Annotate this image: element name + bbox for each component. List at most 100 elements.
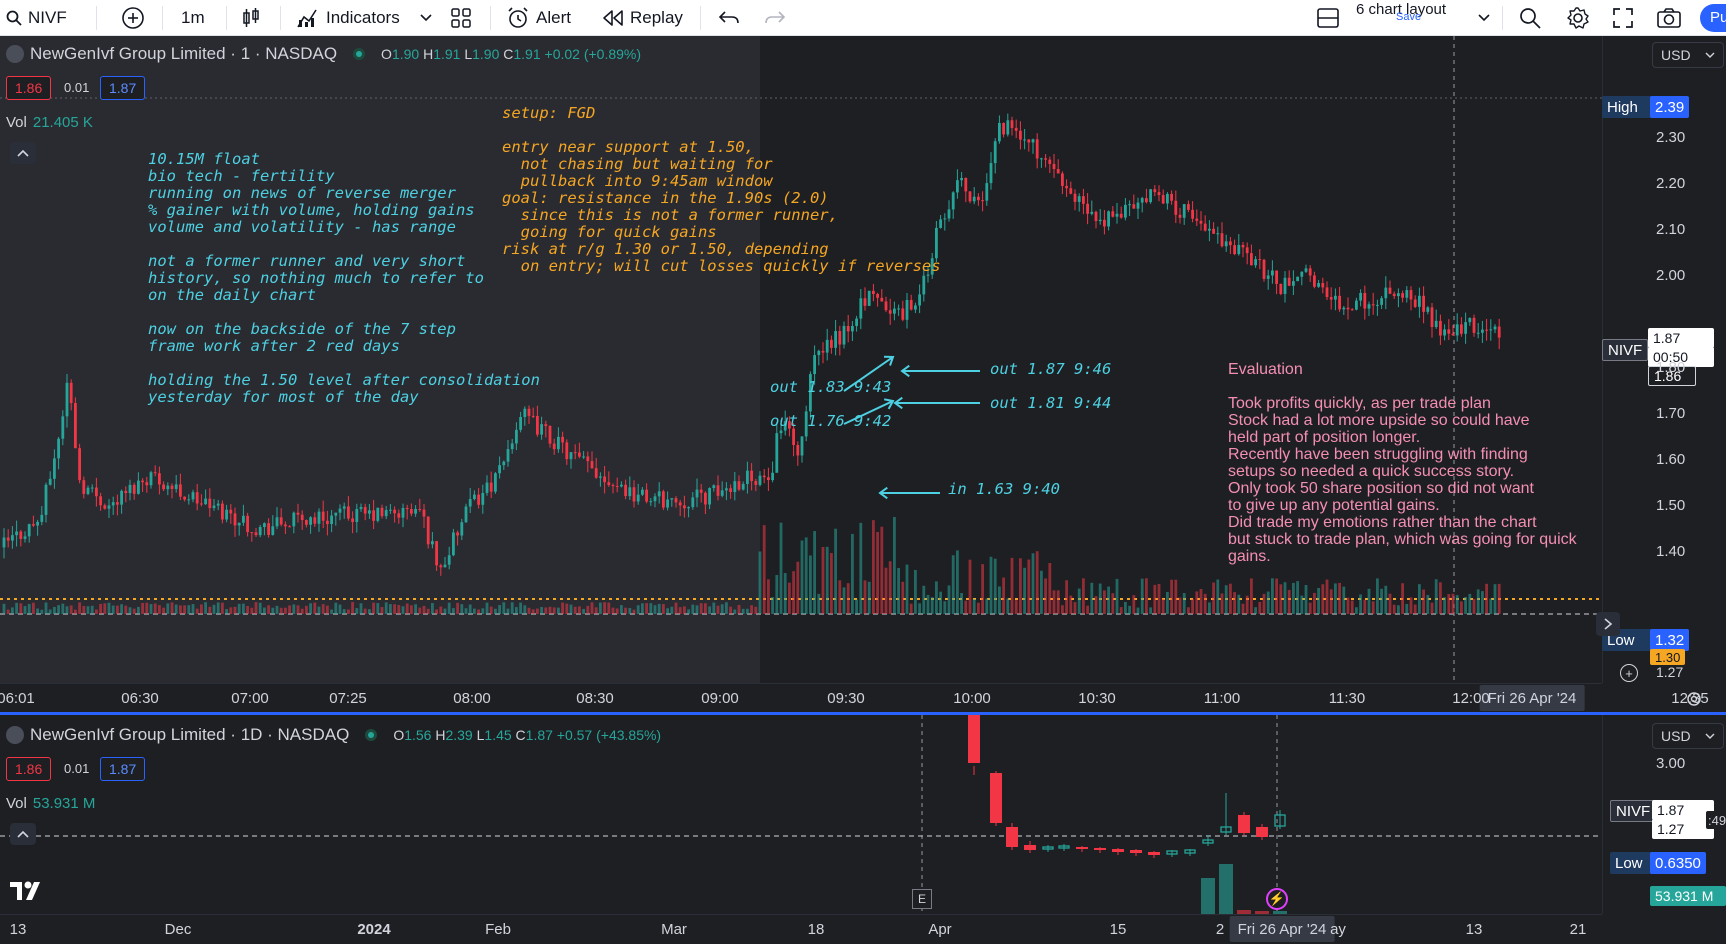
- daily-candle-body: [990, 773, 1002, 823]
- sell-price-button[interactable]: 1.86: [6, 76, 52, 100]
- volume-bar: [796, 561, 800, 614]
- intraday-chart-pane[interactable]: NewGenIvf Group Limited · 1 · NASDAQ O1.…: [0, 36, 1726, 713]
- snapshot-button[interactable]: [1656, 0, 1682, 36]
- layout-dropdown-button[interactable]: [1478, 0, 1490, 36]
- chart-type-button[interactable]: [240, 0, 262, 36]
- trade-label-out-4[interactable]: out 1.81 9:44: [990, 394, 1112, 412]
- candle-body: [1124, 204, 1127, 218]
- volume-bar: [611, 607, 615, 614]
- candle-body: [111, 502, 115, 506]
- currency-selector[interactable]: USD: [1652, 42, 1724, 68]
- scroll-to-realtime-button[interactable]: [1596, 612, 1620, 636]
- redo-button[interactable]: [764, 0, 786, 36]
- replay-button[interactable]: Replay: [602, 0, 683, 36]
- spread-value: 0.01: [64, 761, 90, 776]
- volume-bar: [1069, 595, 1073, 614]
- fullscreen-button[interactable]: [1612, 0, 1634, 36]
- search-icon: [1520, 8, 1541, 29]
- candle-body: [284, 524, 287, 527]
- premarket-background: [0, 36, 760, 683]
- pane1-title[interactable]: NewGenIvf Group Limited · 1 · NASDAQ: [30, 44, 338, 63]
- alert-button[interactable]: Alert: [506, 0, 571, 36]
- daily-volume-bar: [1219, 864, 1233, 914]
- intraday-candlestick-chart[interactable]: [0, 36, 1602, 683]
- volume-bar: [414, 604, 417, 614]
- trade-label-out-2[interactable]: out 1.76 9:42: [770, 412, 892, 430]
- volume-bar: [477, 609, 480, 614]
- time-tick: 06:01: [0, 690, 35, 707]
- trade-plan-note[interactable]: setup: FGD entry near support at 1.50, n…: [502, 104, 941, 275]
- candle-body: [473, 494, 476, 500]
- buy-price-button[interactable]: 1.87: [100, 757, 146, 781]
- candle-body: [1418, 295, 1421, 307]
- gear-icon: [1567, 7, 1589, 29]
- candle-body: [1136, 202, 1140, 209]
- collapse-legend-button[interactable]: [10, 142, 36, 164]
- compare-button[interactable]: [120, 0, 146, 36]
- candle-body: [300, 514, 304, 521]
- candle-body: [1271, 270, 1274, 276]
- pane-divider[interactable]: [0, 712, 1726, 715]
- volume-bar: [1401, 583, 1404, 614]
- symbol-search-button[interactable]: NIVF: [6, 0, 67, 36]
- indicators-dropdown-button[interactable]: [420, 0, 432, 36]
- indicators-button[interactable]: Indicators: [296, 0, 400, 36]
- candle-body: [1119, 213, 1123, 218]
- publish-button[interactable]: Pu: [1700, 4, 1726, 32]
- lightning-event-icon[interactable]: ⚡: [1266, 888, 1288, 910]
- add-plus-icon[interactable]: +: [1620, 664, 1638, 682]
- volume-bar: [565, 603, 569, 614]
- candle-body: [792, 428, 795, 446]
- volume-bar: [762, 525, 766, 614]
- axis-settings-button[interactable]: [1684, 689, 1704, 709]
- candle-body: [1187, 204, 1190, 210]
- candle-body: [905, 300, 909, 320]
- candle-body: [410, 509, 413, 514]
- volume-bar: [1422, 589, 1425, 614]
- interval-button[interactable]: 1m: [181, 0, 205, 36]
- volume-bar: [191, 604, 195, 614]
- buy-price-button[interactable]: 1.87: [100, 76, 146, 100]
- daily-candle-body: [1076, 847, 1088, 849]
- volume-bar: [456, 602, 459, 614]
- volume-bar: [1191, 598, 1194, 614]
- volume-bar: [1359, 594, 1362, 614]
- thesis-note[interactable]: 10.15M float bio tech - fertility runnin…: [148, 150, 540, 406]
- candle-body: [1170, 193, 1173, 201]
- pane2-title[interactable]: NewGenIvf Group Limited · 1D · NASDAQ: [30, 725, 350, 744]
- trade-label-out-3[interactable]: out 1.87 9:46: [990, 360, 1112, 378]
- candle-body: [1300, 271, 1304, 277]
- candle-body: [1317, 283, 1320, 287]
- earnings-marker[interactable]: E: [912, 889, 932, 909]
- trade-label-in[interactable]: in 1.63 9:40: [948, 480, 1060, 498]
- tradingview-logo[interactable]: [8, 878, 48, 904]
- pane1-time-axis[interactable]: [0, 683, 1602, 713]
- settings-button[interactable]: [1566, 0, 1590, 36]
- candle-body: [502, 461, 506, 466]
- quick-search-button[interactable]: [1518, 0, 1542, 36]
- pane2-time-axis[interactable]: [0, 914, 1602, 944]
- collapse-legend-button[interactable]: [10, 823, 36, 845]
- currency-selector[interactable]: USD: [1652, 723, 1724, 749]
- layout-name[interactable]: 6 chart layout: [1356, 0, 1446, 27]
- candle-body: [1384, 287, 1388, 299]
- candle-body: [1061, 173, 1064, 186]
- candle-body: [935, 227, 938, 259]
- candle-body: [267, 523, 270, 535]
- layout-button[interactable]: [1316, 0, 1340, 36]
- daily-chart-pane[interactable]: NewGenIvf Group Limited · 1D · NASDAQ O1…: [0, 715, 1726, 944]
- candle-body: [78, 448, 81, 481]
- evaluation-note[interactable]: Evaluation Took profits quickly, as per …: [1228, 361, 1577, 565]
- templates-button[interactable]: [450, 0, 472, 36]
- bid-price-badge: 1.86: [1648, 366, 1696, 386]
- daily-candlestick-chart[interactable]: [0, 715, 1602, 914]
- candle-body: [1355, 300, 1358, 310]
- sell-price-button[interactable]: 1.86: [6, 757, 52, 781]
- trade-label-out-1[interactable]: out 1.83 9:43: [770, 378, 892, 396]
- volume-bar: [1182, 593, 1186, 614]
- candle-body: [557, 436, 560, 450]
- candle-body: [107, 505, 111, 509]
- save-label[interactable]: Save: [1396, 11, 1422, 23]
- undo-button[interactable]: [718, 0, 740, 36]
- candle-body: [527, 408, 531, 416]
